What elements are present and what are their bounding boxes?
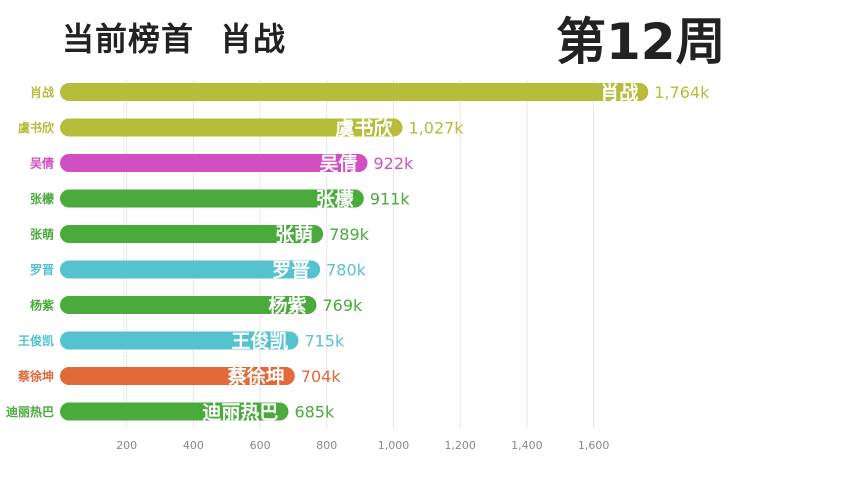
bar-name-label: 罗晋 bbox=[272, 260, 310, 282]
bar bbox=[60, 260, 321, 279]
x-tick-label: 1,600 bbox=[578, 439, 610, 452]
bar-name-label: 张檬 bbox=[316, 188, 354, 211]
value-label: 922k bbox=[373, 154, 414, 173]
category-label: 杨紫 bbox=[30, 298, 54, 313]
title-right: 肖战 bbox=[220, 20, 287, 58]
value-label: 704k bbox=[301, 367, 342, 386]
week-label: 第12周 bbox=[556, 13, 726, 71]
bar bbox=[60, 189, 364, 208]
bar bbox=[60, 83, 649, 101]
value-label: 1,027k bbox=[409, 119, 465, 138]
category-label: 张萌 bbox=[30, 227, 54, 242]
bar-name-label: 虞书欣 bbox=[335, 117, 393, 140]
bar bbox=[60, 402, 289, 421]
bar-name-label: 迪丽热巴 bbox=[202, 401, 278, 424]
bar bbox=[60, 154, 368, 172]
category-label: 张檬 bbox=[30, 191, 54, 206]
title-left: 当前榜首 bbox=[62, 20, 195, 58]
value-label: 685k bbox=[294, 403, 335, 422]
bar-name-label: 杨紫 bbox=[268, 294, 306, 317]
category-label: 吴倩 bbox=[30, 156, 54, 171]
x-tick-label: 1,400 bbox=[511, 439, 543, 452]
bar bbox=[60, 367, 295, 385]
bar bbox=[60, 296, 317, 314]
x-tick-label: 1,200 bbox=[444, 439, 476, 452]
bar-name-label: 张萌 bbox=[275, 223, 313, 246]
value-label: 911k bbox=[370, 190, 411, 209]
category-label: 王俊凯 bbox=[18, 333, 54, 348]
bar-name-label: 王俊凯 bbox=[231, 330, 288, 353]
bar bbox=[60, 118, 403, 137]
category-label: 肖战 bbox=[30, 85, 54, 100]
category-label: 罗晋 bbox=[30, 262, 54, 277]
bar-name-label: 吴倩 bbox=[319, 152, 357, 175]
value-label: 1,764k bbox=[654, 83, 710, 102]
bar bbox=[60, 331, 299, 350]
category-label: 虞书欣 bbox=[18, 120, 55, 135]
x-tick-label: 600 bbox=[250, 439, 271, 452]
x-tick-label: 800 bbox=[316, 439, 337, 452]
value-label: 789k bbox=[329, 225, 370, 244]
value-label: 715k bbox=[304, 332, 345, 351]
x-tick-label: 400 bbox=[183, 439, 204, 452]
x-tick-label: 1,000 bbox=[378, 439, 410, 452]
bar-name-label: 蔡徐坤 bbox=[228, 365, 285, 388]
value-label: 780k bbox=[326, 261, 367, 280]
value-label: 769k bbox=[322, 296, 363, 315]
chart-title: 当前榜首 肖战 bbox=[62, 14, 286, 60]
bar bbox=[60, 225, 324, 243]
category-label: 蔡徐坤 bbox=[17, 369, 54, 384]
x-tick-label: 200 bbox=[116, 439, 137, 452]
category-label: 迪丽热巴 bbox=[6, 404, 54, 419]
bar-name-label: 肖战 bbox=[600, 81, 638, 104]
